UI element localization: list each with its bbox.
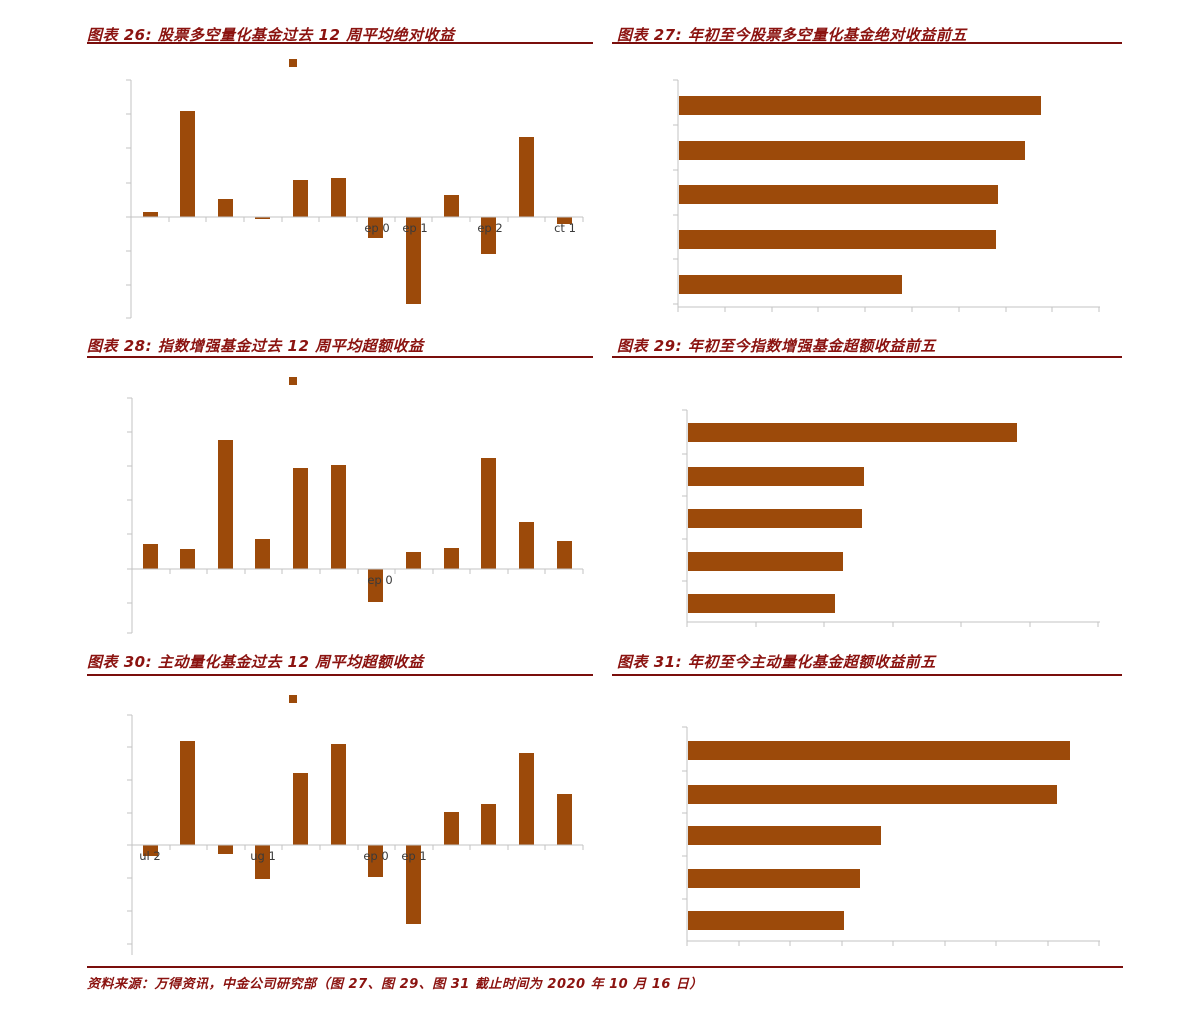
figure-28-chart: ep 0 [87,370,597,645]
figure-28-title: 图表 28: 指数增强基金过去 12 周平均超额收益 [87,337,424,355]
bar [180,741,195,845]
figure-29-title-rule [612,356,1122,358]
bar [444,548,459,569]
bar [180,549,195,569]
figure-31-title-rule [612,674,1122,676]
bar [688,785,1057,804]
bar [143,845,158,856]
bar [679,96,1041,115]
x-axis-label: ul 2 [139,849,160,863]
bar [688,911,844,930]
bar [444,195,459,217]
bar [255,845,270,879]
bar [293,468,308,569]
figure-28-title-rule [87,356,593,358]
x-axis-label: ep 0 [363,849,388,863]
x-axis-label: ep 0 [364,221,389,235]
bar [679,141,1025,160]
bar [444,812,459,845]
legend-marker [289,59,297,67]
figure-30-title-rule [87,674,593,676]
bar [688,467,864,486]
bar [481,217,496,254]
bar [688,741,1070,760]
bar [519,753,534,845]
footer-rule [87,966,1123,968]
bar [368,569,383,602]
x-axis-label: ep 0 [367,573,392,587]
figure-29-svg [682,409,1100,627]
figure-27-title-rule [612,42,1122,44]
bar [143,544,158,569]
bar [688,594,835,613]
bar [331,744,346,845]
bar [519,137,534,217]
bar [406,552,421,569]
bar [679,275,902,294]
bar [481,458,496,569]
figure-26-title: 图表 26: 股票多空量化基金过去 12 周平均绝对收益 [87,26,455,44]
bar [406,845,421,924]
bar [218,199,233,217]
source-note: 资料来源：万得资讯，中金公司研究部（图 27、图 29、图 31 截止时间为 2… [87,977,703,992]
figure-26-title-rule [87,42,593,44]
x-axis-label: ep 1 [401,849,426,863]
bar [688,423,1017,442]
bar [688,826,881,845]
x-axis-label: ep 1 [402,221,427,235]
figure-31-svg [682,726,1100,946]
legend-marker [289,695,297,703]
bar [293,180,308,217]
figure-30-chart: ul 2 ug 1 ep 0 ep 1 [87,688,597,963]
bar [557,794,572,845]
figure-29-title: 图表 29: 年初至今指数增强基金超额收益前五 [617,337,936,355]
figure-27-chart [612,50,1127,330]
bar [255,217,270,219]
bar [688,552,843,571]
x-axis-label: ct 1 [554,221,576,235]
bar [180,111,195,217]
figure-29-chart [612,370,1127,635]
figure-26-chart: ep 0 ep 1 ep 2 ct 1 [87,50,597,335]
figure-27-title: 图表 27: 年初至今股票多空量化基金绝对收益前五 [617,26,967,44]
figure-30-svg: ul 2 ug 1 ep 0 ep 1 [127,695,584,955]
bar [143,212,158,217]
bar [557,541,572,569]
bar [679,230,996,249]
bar [293,773,308,845]
bar [481,804,496,845]
bar [688,869,860,888]
bar [331,465,346,569]
figure-31-chart [612,688,1127,953]
bar [255,539,270,569]
legend-marker [289,377,297,385]
bar [688,509,862,528]
bar [218,845,233,854]
bar [218,440,233,569]
bar [519,522,534,569]
figure-27-svg [673,79,1100,312]
figure-26-svg: ep 0 ep 1 ep 2 ct 1 [126,59,584,319]
figure-31-title: 图表 31: 年初至今主动量化基金超额收益前五 [617,653,936,671]
bar [406,217,421,304]
x-axis-label: ep 2 [477,221,502,235]
x-axis-label: ug 1 [250,849,276,863]
bar [368,217,383,238]
bar [368,845,383,877]
bar [679,185,998,204]
bar [557,217,572,224]
figure-30-title: 图表 30: 主动量化基金过去 12 周平均超额收益 [87,653,424,671]
figure-28-svg: ep 0 [127,377,584,634]
bar [331,178,346,217]
